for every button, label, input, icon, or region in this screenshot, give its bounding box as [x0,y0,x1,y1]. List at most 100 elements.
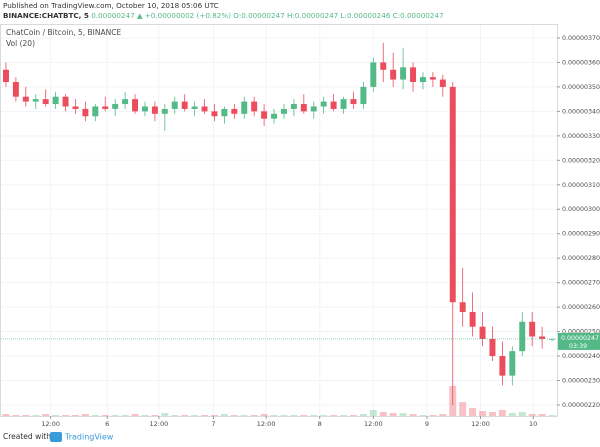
candle-body [181,101,188,109]
volume-bar [12,415,20,416]
volume-bar [260,414,268,416]
volume-bar [121,415,129,416]
volume-bar [131,414,139,416]
candle-body [509,351,516,376]
symbol-line: BINANCE:CHATBTC, 5 0.00000247 ▲ +0.00000… [3,11,444,20]
candle-body [241,101,248,114]
volume-bar [280,415,288,416]
y-tick-label: 0.00000310 [562,182,600,189]
candle-body [82,108,89,117]
candle-body [12,82,19,97]
candle-body [459,302,466,313]
candle-body [151,106,158,114]
candle-body [2,69,9,83]
published-note: Published on TradingView.com, October 10… [3,1,219,10]
volume-bar [369,410,377,416]
volume-bar [191,415,199,416]
volume-bar [201,415,209,416]
last-price-box [558,332,600,350]
candle-body [122,99,129,105]
volume-bar [111,415,119,416]
volume-bar [62,415,70,416]
candle-body [469,312,476,327]
x-tick-label: 7 [211,420,215,428]
volume-bar [548,415,556,416]
x-tick-label: 12:00 [471,420,490,428]
volume-bar [479,411,487,416]
candle-body [52,96,59,105]
candle-body [261,111,268,119]
candle-body [280,108,287,114]
candle-body [340,99,347,109]
volume-bar [320,415,328,416]
volume-bar [399,413,407,416]
x-tick-label: 12:00 [41,420,60,428]
volume-bar [359,414,367,416]
candle-body [231,108,238,114]
candle-body [92,106,99,117]
volume-bar [340,415,348,416]
candle-body [449,86,456,303]
candle-body [171,101,178,109]
volume-bar [389,413,397,416]
candle-body [529,321,536,337]
candle-body [32,99,39,102]
candle-body [400,67,407,80]
x-tick-label: 12:00 [257,420,276,428]
candle-body [211,111,218,117]
candle-body [539,336,546,339]
candle-layer [2,42,556,405]
volume-bar [161,413,169,416]
plot-frame [0,24,558,417]
candle-body [489,338,496,357]
volume-bar [290,415,298,416]
volume-bar [300,415,308,416]
volume-bar [469,408,477,416]
y-tick-label: 0.00000260 [562,304,600,311]
volume-bar [419,415,427,416]
candle-body [380,62,387,70]
volume-bar [518,412,526,416]
candle-body [419,77,426,83]
candle-body [72,106,79,109]
candle-body [141,106,148,112]
candle-body [161,108,168,114]
volume-bar [240,415,248,416]
candle-body [350,99,357,105]
candle-body [360,86,367,105]
symbol: BINANCE:CHATBTC, 5 [3,11,89,20]
volume-bar [141,415,149,416]
legend-title: ChatCoin / Bitcoin, 5, BINANCE [6,28,121,37]
x-tick-label: 6 [105,420,109,428]
volume-bar [2,414,10,416]
candle-body [62,96,69,107]
volume-bar [508,413,516,416]
countdown: 03:39 [569,343,587,350]
y-tick-label: 0.00000240 [562,353,600,360]
candle-body [42,99,49,105]
x-tick-label: 12:00 [364,420,383,428]
candle-body [191,106,198,109]
y-tick-label: 0.00000350 [562,84,600,91]
candle-body [310,106,317,112]
x-tick-label: 12:00 [149,420,168,428]
volume-bar [538,414,546,416]
volume-bar [270,415,278,416]
brand-logo [50,432,62,442]
x-tick-label: 9 [425,420,429,428]
candle-body [251,101,258,112]
candle-body [112,104,119,109]
candle-body [22,96,29,102]
candle-body [201,106,208,112]
volume-bar [32,415,40,416]
y-tick-label: 0.00000360 [562,59,600,66]
y-tick-label: 0.00000320 [562,157,600,164]
volume-bar [439,414,447,416]
last-value: 0.00000247 [91,11,134,20]
volume-bar [81,414,89,416]
candle-body [519,321,526,352]
x-tick-label: 8 [318,420,322,428]
grid [1,25,557,416]
volume-bar [230,415,238,416]
